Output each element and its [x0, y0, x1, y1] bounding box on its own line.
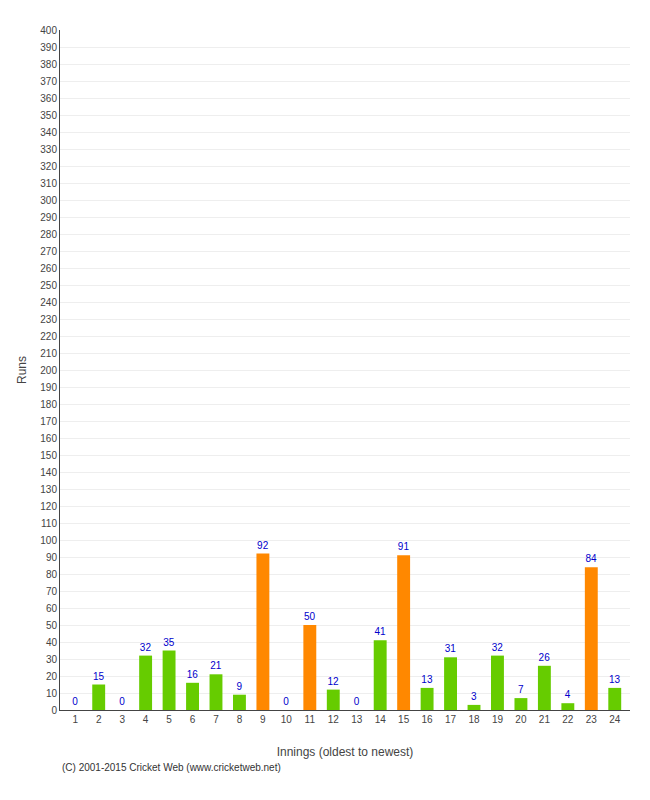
svg-text:26: 26 [539, 652, 551, 663]
svg-text:100: 100 [40, 535, 57, 546]
svg-text:170: 170 [40, 416, 57, 427]
svg-text:11: 11 [305, 714, 316, 725]
svg-text:140: 140 [40, 467, 57, 478]
svg-text:21: 21 [210, 660, 222, 671]
svg-text:23: 23 [586, 714, 598, 725]
svg-text:13: 13 [351, 714, 363, 725]
svg-text:210: 210 [40, 348, 57, 359]
svg-text:380: 380 [40, 59, 57, 70]
svg-text:300: 300 [40, 195, 57, 206]
svg-text:60: 60 [46, 603, 58, 614]
svg-text:5: 5 [166, 714, 172, 725]
svg-text:50: 50 [46, 620, 58, 631]
svg-text:10: 10 [46, 688, 58, 699]
svg-text:84: 84 [586, 553, 598, 564]
svg-text:20: 20 [515, 714, 527, 725]
svg-text:91: 91 [398, 541, 410, 552]
svg-text:330: 330 [40, 144, 57, 155]
svg-text:7: 7 [213, 714, 219, 725]
svg-text:10: 10 [281, 714, 293, 725]
svg-text:16: 16 [422, 714, 434, 725]
svg-text:3: 3 [119, 714, 125, 725]
svg-text:120: 120 [40, 501, 57, 512]
svg-text:230: 230 [40, 314, 57, 325]
svg-text:0: 0 [354, 696, 360, 707]
svg-text:31: 31 [445, 643, 457, 654]
svg-text:270: 270 [40, 246, 57, 257]
svg-text:12: 12 [328, 714, 340, 725]
svg-text:1: 1 [72, 714, 78, 725]
svg-text:250: 250 [40, 280, 57, 291]
svg-text:50: 50 [304, 611, 316, 622]
svg-text:0: 0 [119, 696, 125, 707]
svg-text:17: 17 [445, 714, 457, 725]
svg-text:41: 41 [374, 626, 386, 637]
svg-text:21: 21 [539, 714, 551, 725]
svg-text:80: 80 [46, 569, 58, 580]
svg-text:2: 2 [96, 714, 102, 725]
svg-text:0: 0 [51, 705, 57, 716]
svg-text:360: 360 [40, 93, 57, 104]
svg-text:9: 9 [260, 714, 266, 725]
svg-text:160: 160 [40, 433, 57, 444]
svg-text:32: 32 [140, 642, 152, 653]
svg-text:3: 3 [471, 691, 477, 702]
svg-text:35: 35 [163, 637, 175, 648]
svg-text:400: 400 [40, 25, 57, 36]
svg-text:220: 220 [40, 331, 57, 342]
svg-text:13: 13 [609, 674, 621, 685]
svg-text:15: 15 [93, 671, 105, 682]
svg-text:320: 320 [40, 161, 57, 172]
svg-text:130: 130 [40, 484, 57, 495]
svg-text:20: 20 [46, 671, 58, 682]
svg-text:310: 310 [40, 178, 57, 189]
svg-text:280: 280 [40, 229, 57, 240]
svg-text:18: 18 [468, 714, 480, 725]
svg-text:150: 150 [40, 450, 57, 461]
svg-text:16: 16 [187, 669, 199, 680]
svg-text:13: 13 [421, 674, 433, 685]
svg-text:8: 8 [237, 714, 243, 725]
svg-text:9: 9 [236, 681, 242, 692]
svg-text:370: 370 [40, 76, 57, 87]
svg-text:240: 240 [40, 297, 57, 308]
svg-text:14: 14 [375, 714, 387, 725]
svg-text:4: 4 [565, 689, 571, 700]
svg-text:290: 290 [40, 212, 57, 223]
svg-text:390: 390 [40, 42, 57, 53]
svg-text:260: 260 [40, 263, 57, 274]
svg-text:7: 7 [518, 684, 524, 695]
svg-text:190: 190 [40, 382, 57, 393]
svg-text:12: 12 [327, 676, 339, 687]
svg-text:0: 0 [72, 696, 78, 707]
svg-text:180: 180 [40, 399, 57, 410]
svg-text:Runs: Runs [15, 356, 29, 384]
svg-text:Innings (oldest to newest): Innings (oldest to newest) [277, 745, 414, 759]
svg-text:350: 350 [40, 110, 57, 121]
svg-text:19: 19 [492, 714, 504, 725]
svg-text:32: 32 [492, 642, 504, 653]
svg-text:0: 0 [283, 696, 289, 707]
svg-text:340: 340 [40, 127, 57, 138]
svg-text:24: 24 [609, 714, 621, 725]
svg-text:30: 30 [46, 654, 58, 665]
svg-text:92: 92 [257, 540, 269, 551]
svg-text:4: 4 [143, 714, 149, 725]
svg-text:110: 110 [41, 518, 57, 529]
svg-text:70: 70 [46, 586, 58, 597]
svg-text:6: 6 [190, 714, 196, 725]
svg-text:22: 22 [562, 714, 574, 725]
svg-text:(C) 2001-2015 Cricket Web (www: (C) 2001-2015 Cricket Web (www.cricketwe… [62, 762, 281, 773]
svg-text:200: 200 [40, 365, 57, 376]
svg-text:15: 15 [398, 714, 410, 725]
svg-text:40: 40 [46, 637, 58, 648]
svg-text:90: 90 [46, 552, 58, 563]
